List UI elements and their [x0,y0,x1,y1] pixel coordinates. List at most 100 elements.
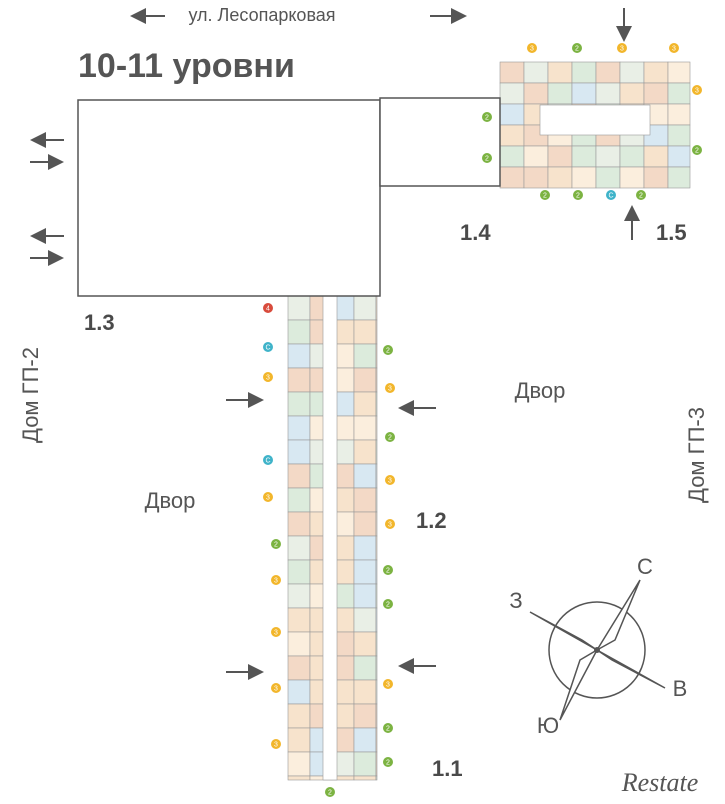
room [667,166,691,189]
room [375,703,378,729]
room [375,343,378,369]
unit-rooms: 2 [386,567,390,574]
room [595,82,621,105]
unit-badge [271,539,281,549]
room [375,535,378,561]
room [287,535,311,561]
unit-badge [692,145,702,155]
room [547,166,573,189]
room [353,703,377,729]
unit-badge [383,565,393,575]
room [353,463,377,489]
room [375,487,378,513]
room [375,511,378,537]
room [667,61,691,84]
unit-badge [263,303,273,313]
room [287,367,311,393]
room [353,343,377,369]
room [353,631,377,657]
neighbor-label: Дом ГП-3 [684,407,709,503]
room [375,751,378,777]
room [643,82,669,105]
unit-rooms: 2 [485,155,489,162]
corridor [539,104,651,136]
room [287,775,311,781]
room [353,535,377,561]
room [375,415,378,441]
room [499,124,525,147]
unit-badge [383,345,393,355]
room [499,61,525,84]
unit-rooms: 2 [386,759,390,766]
unit-rooms: С [265,457,270,464]
unit-rooms: С [265,344,270,351]
unit-badge [383,599,393,609]
room [619,61,645,84]
building-connector [379,97,501,187]
room [547,145,573,168]
unit-rooms: 4 [266,305,270,312]
unit-rooms: С [608,192,613,199]
room [643,166,669,189]
corridor [322,295,338,781]
room [523,82,549,105]
room [375,775,378,781]
unit-rooms: 3 [530,45,534,52]
room [287,583,311,609]
unit-badge [482,112,492,122]
unit-badge [573,190,583,200]
room [353,319,377,345]
room [667,145,691,168]
unit-rooms: 2 [485,114,489,121]
room [571,166,597,189]
unit-rooms: 3 [274,577,278,584]
room [667,82,691,105]
unit-badge [271,627,281,637]
unit-badge [692,85,702,95]
room [667,103,691,126]
room [571,145,597,168]
compass-label: В [673,676,688,701]
unit-badge [263,372,273,382]
room [353,655,377,681]
room [287,559,311,585]
room [287,463,311,489]
room [499,82,525,105]
compass-label: З [509,588,522,613]
room [619,145,645,168]
room [287,391,311,417]
unit-rooms: 2 [386,601,390,608]
room [287,679,311,705]
room [375,439,378,465]
room [375,583,378,609]
room [287,703,311,729]
room [287,655,311,681]
unit-badge [385,383,395,393]
unit-badge [271,683,281,693]
compass-label: С [637,554,653,579]
unit-badge [271,575,281,585]
unit-badge [617,43,627,53]
street-name: ул. Лесопарковая [188,5,335,25]
room [375,559,378,585]
unit-badges: 3 2 3 3 3 2 2 2 2 2 С 2 4 С 3 С 3 2 3 3 3 3 2 3 2 3 3 2 2 3 2 2 2 [263,43,702,797]
room [353,391,377,417]
room [375,391,378,417]
room [287,343,311,369]
unit-badge [263,492,273,502]
unit-rooms: 3 [388,477,392,484]
room [353,439,377,465]
courtyard-label: Двор [145,488,196,513]
room [287,631,311,657]
unit-rooms: 2 [274,541,278,548]
unit-rooms: 3 [274,629,278,636]
room [619,82,645,105]
room [375,679,378,705]
unit-badge [271,739,281,749]
room [287,751,311,777]
unit-badge [636,190,646,200]
section-label: 1.3 [84,310,115,335]
room [375,319,378,345]
unit-badge [263,342,273,352]
side-arrows [30,8,640,680]
